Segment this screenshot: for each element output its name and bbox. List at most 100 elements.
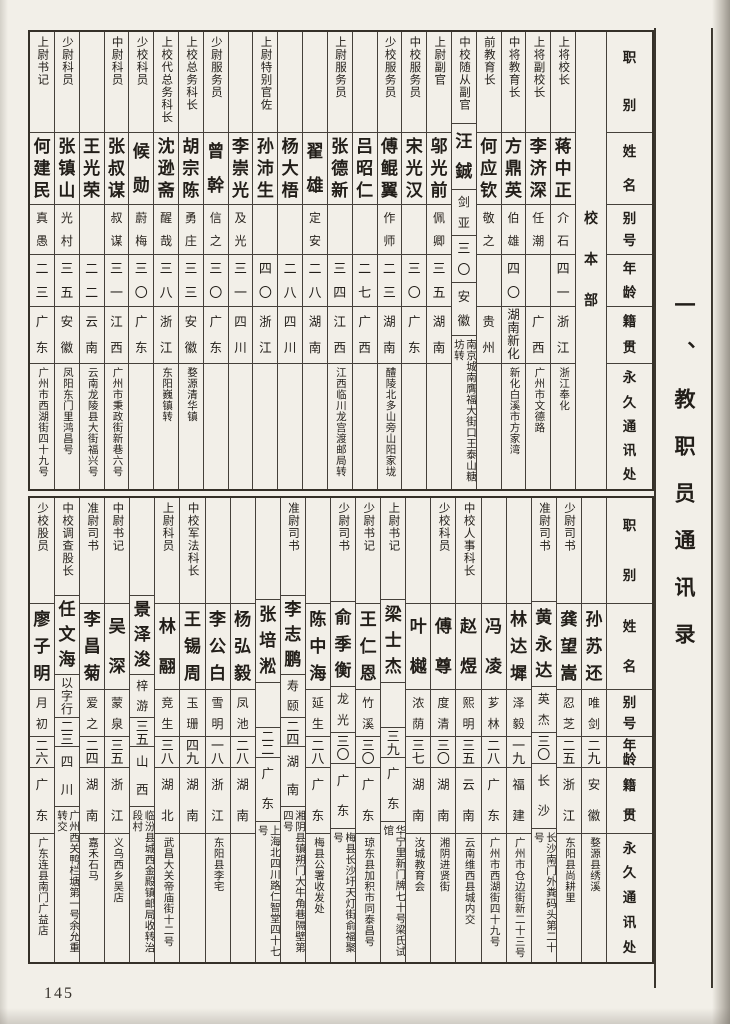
row-header-name: 姓名 <box>607 603 652 689</box>
person-column: 中校军法科长王锡周玉珊四九湖南 <box>179 498 205 962</box>
vertical-line: 少校科员 <box>437 502 450 552</box>
name-cell: 李昌菊 <box>80 603 105 689</box>
age-cell: 三〇 <box>129 254 154 306</box>
table-campus-headquarters: 职别姓名别号年龄籍贯永久通讯处校本部上将校长蒋中正介石四一浙江浙江奉化 上将副校长… <box>28 30 654 491</box>
glyph: 三 <box>457 241 471 257</box>
person-column: 景泽浚梓游三五山西临汾县城西金殿镇邮局收转治段村 <box>129 498 155 962</box>
glyph: 池 <box>236 716 249 731</box>
alias-text: 寿颐 <box>281 675 305 717</box>
alias-cell: 凤池 <box>230 689 255 736</box>
glyph: 山 <box>58 181 76 201</box>
glyph: 〇 <box>436 751 450 766</box>
glyph: 南 <box>507 321 520 336</box>
age-cell: 二八 <box>305 736 330 767</box>
age-cell: 二二 <box>255 727 280 757</box>
name-cell: 梁士杰 <box>381 599 406 682</box>
glyph: 七 <box>358 284 372 300</box>
name-text: 汪鋮 <box>452 124 476 189</box>
name-cell: 李崇光 <box>228 132 253 204</box>
address-text: 广州市仓边街新二十三号 <box>507 834 531 962</box>
alias-cell: 竞生 <box>155 689 180 736</box>
position-cell <box>130 498 154 595</box>
glyph: 龙 <box>337 692 350 707</box>
name-cell: 邬光前 <box>427 132 451 204</box>
hdr-text: 年龄 <box>607 737 652 767</box>
glyph: 一 <box>234 284 248 300</box>
hdr-text: 永久通讯处 <box>607 834 652 962</box>
alias-cell: 伯雄 <box>501 204 526 254</box>
glyph: 杰 <box>384 657 402 677</box>
alias-text: 剑亚 <box>452 190 476 235</box>
native-cell: 浙江 <box>105 767 130 833</box>
glyph: 三 <box>411 738 425 753</box>
glyph: 英 <box>504 181 522 201</box>
glyph: 竞 <box>161 695 174 710</box>
glyph: 川 <box>234 340 247 355</box>
name-text: 沈逊斋 <box>154 133 178 204</box>
glyph: 叔 <box>110 211 123 226</box>
person-column: 上校代总务科长沈逊斋醒哉三八浙江东阳巍镇转 <box>153 32 178 489</box>
position-text: 少尉科员 <box>55 32 79 132</box>
vertical-line: 南京城南膺福大街口王泰山糖坊转 <box>452 338 476 482</box>
alias-cell: 延生 <box>305 689 330 736</box>
position-cell: 上尉书记 <box>30 32 54 132</box>
glyph: 四 <box>283 314 297 329</box>
glyph: 三 <box>184 261 198 277</box>
glyph: 清 <box>437 716 450 731</box>
section-title: 一、教职员通讯录 <box>672 294 696 670</box>
glyph: 四 <box>60 755 74 770</box>
alias-cell: 作师 <box>377 204 402 254</box>
glyph: 光 <box>83 158 101 178</box>
position-text: 上校代总务科长 <box>154 32 178 132</box>
glyph: 一 <box>211 738 225 753</box>
glyph: 湖 <box>236 778 249 792</box>
position-cell <box>482 498 506 603</box>
glyph: 张 <box>107 136 125 156</box>
glyph: 东 <box>311 808 325 823</box>
glyph: 三 <box>134 261 148 277</box>
native-cell: 广西 <box>526 306 551 363</box>
glyph: 九 <box>386 742 400 757</box>
address-text: 汝城教育会 <box>406 834 430 962</box>
glyph: 曾 <box>207 142 225 162</box>
alias-cell: 月初 <box>29 689 54 736</box>
name-cell: 赵煜 <box>456 603 481 689</box>
age-cell: 四〇 <box>501 254 526 306</box>
name-text: 廖子明 <box>30 604 54 689</box>
glyph: 浙 <box>159 314 173 329</box>
glyph: 凌 <box>485 657 503 677</box>
glyph: 本 <box>584 252 598 268</box>
glyph: 东 <box>135 340 148 355</box>
native-cell: 湖南 <box>427 306 451 363</box>
native-cell: 江西 <box>327 306 352 363</box>
age-text: 三五 <box>105 737 129 767</box>
glyph: 年 <box>622 261 637 276</box>
address-cell: 东阳县尚耕里 <box>556 833 581 962</box>
vertical-line: 广东连县南门广益店 <box>36 837 48 936</box>
name-cell: 林达墀 <box>506 603 531 689</box>
name-text: 李志鹏 <box>281 596 305 674</box>
vertical-line: 中校军法科长 <box>186 502 199 577</box>
person-column: 中将教育长方鼎英伯雄四〇湖南新化新化白溪市方家湾 <box>500 32 526 489</box>
glyph: 七 <box>411 751 425 766</box>
glyph: 李 <box>83 610 101 629</box>
age-cell <box>526 254 551 306</box>
glyph: 明 <box>211 716 224 731</box>
glyph: 信 <box>209 211 222 226</box>
glyph: 雄 <box>306 175 324 195</box>
glyph: 永 <box>535 634 553 654</box>
vertical-line: 湘阴进贤街 <box>438 837 450 892</box>
glyph: 广 <box>35 314 49 329</box>
native-text: 广东 <box>482 768 506 833</box>
glyph: 三 <box>35 284 49 300</box>
name-text: 李公白 <box>206 604 230 689</box>
glyph: 讯 <box>622 915 637 931</box>
glyph: 江 <box>259 340 272 355</box>
glyph: 芝 <box>562 716 575 731</box>
glyph: 剑 <box>587 716 600 731</box>
native-cell: 安徽 <box>54 306 79 363</box>
address-text: 梅县公署收发处 <box>306 834 330 962</box>
glyph: 九 <box>587 751 601 766</box>
age-text: 三五 <box>130 718 154 746</box>
native-cell: 安徽 <box>581 767 606 833</box>
